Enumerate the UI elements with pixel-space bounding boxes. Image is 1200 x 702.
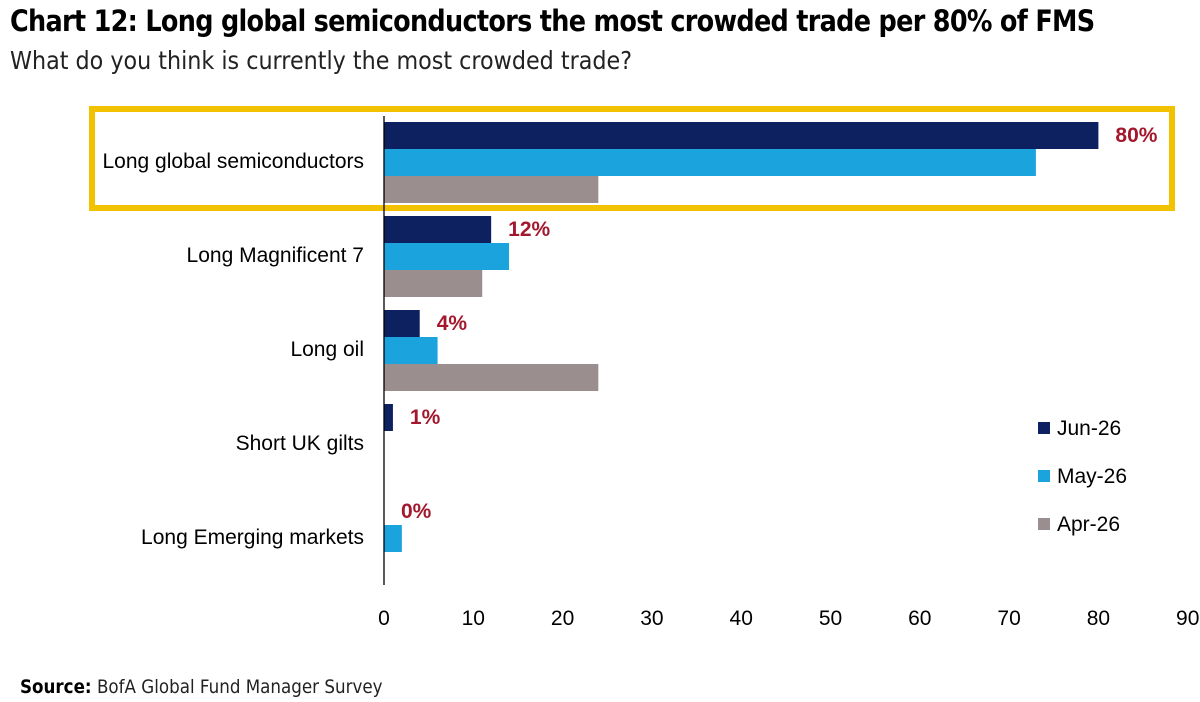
bar-apr-26-3 <box>384 364 599 391</box>
x-tick-label: 80 <box>1087 607 1110 630</box>
x-tick-label: 90 <box>1176 607 1199 630</box>
legend-swatch-jun-26 <box>1038 422 1050 434</box>
legend-swatch-apr-26 <box>1038 518 1050 530</box>
legend-swatch-may-26 <box>1038 470 1050 482</box>
category-label: Long oil <box>290 338 364 361</box>
value-label: 1% <box>410 406 441 429</box>
legend-label: Jun-26 <box>1057 417 1121 440</box>
value-label: 4% <box>437 312 468 335</box>
value-label: 80% <box>1115 124 1157 147</box>
bar-may-26-1 <box>384 149 1036 176</box>
bars-layer <box>384 122 1099 552</box>
x-tick-label: 50 <box>819 607 842 630</box>
bar-jun-26-4 <box>384 404 393 431</box>
source-text: BofA Global Fund Manager Survey <box>96 676 383 698</box>
x-tick-label: 60 <box>908 607 931 630</box>
bar-may-26-3 <box>384 337 438 364</box>
axis-layer: 0 10 20 30 40 50 60 70 80 90 <box>378 116 1199 630</box>
bar-apr-26-2 <box>384 270 483 297</box>
source-label: Source: <box>20 676 92 698</box>
highlight-layer <box>89 106 1175 211</box>
x-tick-label: 20 <box>551 607 574 630</box>
x-tick-label: 40 <box>730 607 753 630</box>
x-tick-label: 30 <box>640 607 663 630</box>
bar-jun-26-1 <box>384 122 1099 149</box>
legend-label: Apr-26 <box>1057 513 1120 536</box>
x-tick-label: 0 <box>378 607 390 630</box>
bar-jun-26-3 <box>384 310 420 337</box>
source-note: Source: BofA Global Fund Manager Survey <box>20 676 383 698</box>
legend-label: May-26 <box>1057 465 1127 488</box>
bar-may-26-2 <box>384 243 510 270</box>
category-label: Long Magnificent 7 <box>187 244 364 267</box>
bar-jun-26-2 <box>384 216 492 243</box>
labels-layer: Long global semiconductors 80% Long Magnif… <box>103 124 1158 549</box>
category-label: Long global semiconductors <box>103 150 365 173</box>
bar-may-26-5 <box>384 525 402 552</box>
value-label: 12% <box>508 218 550 241</box>
chart-subtitle: What do you think is currently the most … <box>10 46 633 75</box>
highlight-box <box>89 106 1175 211</box>
x-tick-label: 70 <box>997 607 1020 630</box>
bar-apr-26-1 <box>384 176 599 203</box>
value-label: 0% <box>401 500 432 523</box>
chart-title: Chart 12: Long global semiconductors the… <box>10 4 1095 38</box>
category-label: Short UK gilts <box>236 432 364 455</box>
x-tick-label: 10 <box>462 607 485 630</box>
legend: Jun-26 May-26 Apr-26 <box>1038 417 1127 536</box>
category-label: Long Emerging markets <box>141 526 364 549</box>
